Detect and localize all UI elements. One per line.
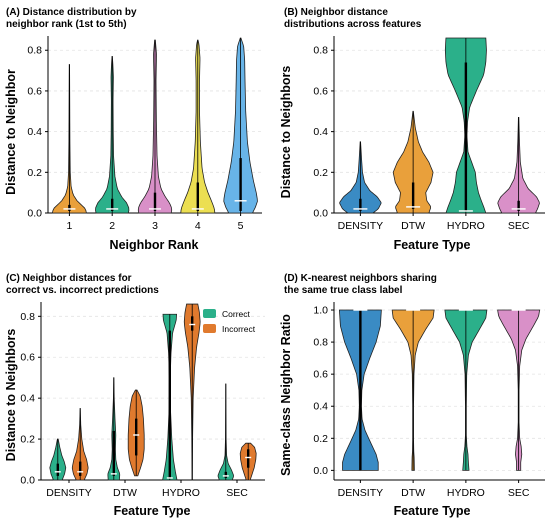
x-tick-label: SEC [508, 487, 530, 499]
y-tick-label: 0.2 [27, 167, 42, 179]
panel-b-title-line2: distributions across features [284, 19, 422, 30]
x-tick-label: DENSITY [46, 487, 92, 499]
panel-c-title-line2: correct vs. incorrect predictions [6, 285, 159, 296]
y-tick-label: 0.2 [20, 434, 35, 446]
legend-swatch [203, 324, 216, 333]
y-tick-label: 0.6 [313, 369, 328, 381]
y-tick-label: 0.4 [20, 393, 35, 405]
panel-d-ylabel: Same-class Neighbor Ratio [279, 314, 293, 476]
panel-b-ylabel: Distance to Neighbors [279, 66, 293, 199]
y-tick-label: 0.8 [27, 45, 42, 57]
x-tick-label: DTW [401, 487, 425, 499]
y-tick-label: 0.0 [27, 208, 42, 220]
x-tick-label: HYDRO [447, 220, 485, 232]
y-tick-label: 0.8 [20, 311, 35, 323]
y-tick-label: 0.8 [313, 45, 328, 57]
y-tick-label: 0.0 [313, 208, 328, 220]
legend-label: Correct [222, 309, 251, 319]
x-tick-label: 5 [238, 220, 244, 232]
y-tick-label: 0.4 [313, 126, 328, 138]
y-tick-label: 0.0 [20, 475, 35, 487]
x-tick-label: HYDRO [162, 487, 200, 499]
panel-c-ylabel: Distance to Neighbors [4, 329, 18, 462]
x-tick-label: 2 [109, 220, 115, 232]
panel-b-xlabel: Feature Type [394, 238, 471, 252]
panel-c: (C) Neighbor distances for correct vs. i… [4, 273, 265, 518]
x-tick-label: 1 [66, 220, 72, 232]
x-tick-label: HYDRO [447, 487, 485, 499]
panel-a-title-line1: (A) Distance distribution by [6, 7, 137, 18]
panel-b: (B) Neighbor distance distributions acro… [279, 7, 545, 252]
panel-d-xlabel: Feature Type [394, 504, 471, 518]
x-tick-label: SEC [226, 487, 248, 499]
panel-a-plot: 0.0 0.2 0.4 0.6 0.8 1 2 3 4 5 [27, 36, 262, 232]
x-tick-label: DTW [401, 220, 425, 232]
panel-b-title-line1: (B) Neighbor distance [284, 7, 388, 18]
x-tick-label: DTW [113, 487, 137, 499]
y-tick-label: 0.6 [20, 352, 35, 364]
y-tick-label: 0.0 [313, 465, 328, 477]
x-tick-label: DENSITY [338, 220, 384, 232]
panel-c-title-line1: (C) Neighbor distances for [6, 273, 132, 284]
panel-a-ylabel: Distance to Neighbor [4, 69, 18, 195]
panel-c-xlabel: Feature Type [114, 504, 191, 518]
y-tick-label: 0.4 [313, 401, 328, 413]
y-tick-label: 0.6 [27, 85, 42, 97]
x-tick-label: DENSITY [338, 487, 384, 499]
legend-label: Incorrect [222, 324, 256, 334]
y-tick-label: 0.2 [313, 433, 328, 445]
panel-d: (D) K-nearest neighbors sharing the same… [279, 273, 545, 518]
x-tick-label: 3 [152, 220, 158, 232]
panel-a-xlabel: Neighbor Rank [110, 238, 199, 252]
legend-swatch [203, 309, 216, 318]
y-tick-label: 0.8 [313, 337, 328, 349]
panel-d-plot: 0.0 0.2 0.4 0.6 0.8 1.0 DENSITY DTW HYDRO SEC [313, 302, 545, 499]
panel-a: (A) Distance distribution by neighbor ra… [4, 7, 262, 252]
panel-d-title-line1: (D) K-nearest neighbors sharing [284, 273, 437, 284]
y-tick-label: 0.2 [313, 167, 328, 179]
panel-c-legend: Correct Incorrect [203, 309, 256, 334]
panel-b-plot: 0.0 0.2 0.4 0.6 0.8 DENSITY DTW HYDRO SEC [313, 36, 545, 232]
panel-a-title-line2: neighbor rank (1st to 5th) [6, 19, 127, 30]
panel-c-plot: 0.0 0.2 0.4 0.6 0.8 DENSITY DTW HYDRO SEC [20, 302, 265, 499]
panel-d-title-line2: the same true class label [284, 285, 403, 296]
x-tick-label: 4 [195, 220, 201, 232]
y-tick-label: 1.0 [313, 305, 328, 317]
y-tick-label: 0.6 [313, 85, 328, 97]
y-tick-label: 0.4 [27, 126, 42, 138]
x-tick-label: SEC [508, 220, 530, 232]
